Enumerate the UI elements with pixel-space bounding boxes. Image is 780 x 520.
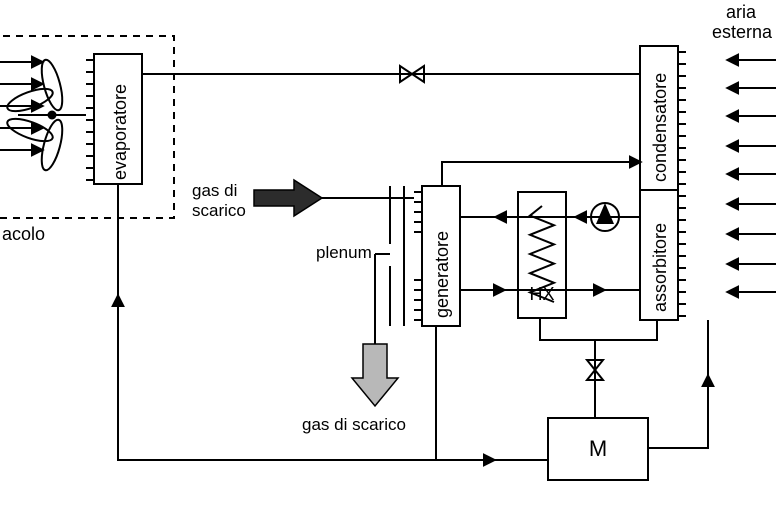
hx-label: HX (529, 284, 554, 304)
m-label: M (589, 436, 607, 461)
gas-di-label: gas di (192, 181, 237, 200)
evaporatore-fins (86, 60, 94, 180)
evaporatore-label: evaporatore (110, 84, 130, 180)
generatore-fins (414, 192, 422, 320)
diagram-canvas: evaporatore condensatore assorbitore gen… (0, 0, 780, 520)
pipe-hx-branch (540, 318, 595, 340)
assorbitore-label: assorbitore (650, 223, 670, 312)
fan-icon (5, 58, 86, 172)
acolo-label: acolo (2, 224, 45, 244)
aria-label-2: esterna (712, 22, 773, 42)
gas-in-arrow-icon (254, 180, 322, 216)
scarico-label: scarico (192, 201, 246, 220)
gas-out-label: gas di scarico (302, 415, 406, 434)
gas-out-arrow-icon (352, 344, 398, 406)
plenum-label: plenum (316, 243, 372, 262)
air-arrows-right (728, 60, 776, 292)
aria-label-1: aria (726, 2, 757, 22)
pipe-assorb-to-m (595, 320, 657, 418)
air-arrows-left (0, 62, 42, 150)
pipe-cond-to-gen (442, 162, 640, 186)
assorbitore-fins (678, 196, 686, 316)
generatore-label: generatore (432, 231, 452, 318)
condensatore-fins (678, 52, 686, 184)
valve-1-icon (400, 66, 424, 82)
condensatore-label: condensatore (650, 73, 670, 182)
